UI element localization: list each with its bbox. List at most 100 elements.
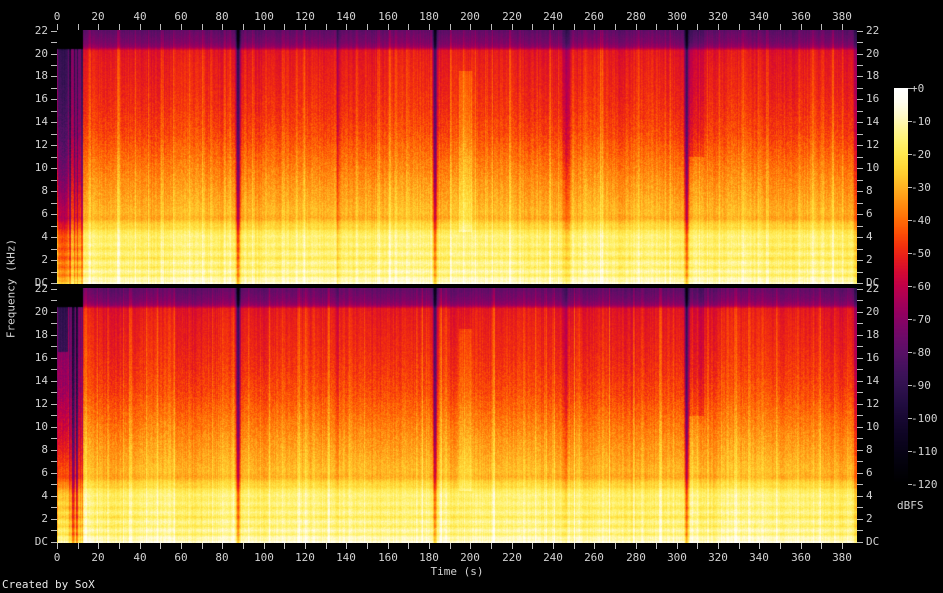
- freq-tick-left: [51, 283, 57, 284]
- freq-tick-left: [51, 145, 57, 146]
- time-tick-top: [429, 24, 430, 30]
- freq-tick-left: [51, 346, 57, 347]
- time-tick-top: [512, 24, 513, 30]
- time-tick-label: 0: [53, 551, 61, 564]
- time-tick-bottom: [78, 543, 79, 549]
- freq-tick-left: [51, 226, 57, 227]
- freq-tick-left: [51, 415, 57, 416]
- freq-tick-label: 12: [34, 397, 48, 410]
- freq-tick-label: 14: [866, 374, 880, 387]
- freq-tick-right: [857, 99, 863, 100]
- time-tick-top: [243, 24, 244, 30]
- legend-tick: [908, 484, 912, 485]
- time-tick-label: 100: [254, 551, 274, 564]
- time-axis-title: Time (s): [430, 565, 484, 578]
- freq-tick-left: [51, 484, 57, 485]
- time-tick-label: 340: [749, 551, 769, 564]
- freq-tick-label: 22: [866, 24, 880, 37]
- time-tick-bottom: [429, 543, 430, 549]
- freq-tick-label: 4: [866, 230, 873, 243]
- time-tick-label: 60: [174, 10, 188, 23]
- freq-tick-left: [51, 450, 57, 451]
- freq-tick-left: [51, 381, 57, 382]
- time-tick-bottom: [222, 543, 223, 549]
- freq-tick-label: 12: [866, 397, 880, 410]
- legend-tick: [908, 385, 912, 386]
- freq-tick-left: [51, 369, 57, 370]
- legend-tick-label: -70: [911, 313, 931, 326]
- freq-tick-right: [857, 111, 863, 112]
- time-tick-top: [553, 24, 554, 30]
- time-tick-bottom: [780, 543, 781, 549]
- time-tick-bottom: [243, 543, 244, 549]
- freq-tick-label: 20: [866, 305, 880, 318]
- freq-tick-label: 6: [866, 207, 873, 220]
- freq-tick-label: 20: [34, 47, 48, 60]
- freq-tick-right: [857, 122, 863, 123]
- freq-tick-left: [51, 542, 57, 543]
- freq-tick-left: [51, 54, 57, 55]
- time-tick-label: 160: [378, 10, 398, 23]
- legend-tick-label: -10: [911, 115, 931, 128]
- freq-tick-right: [857, 542, 863, 543]
- time-tick-label: 300: [667, 10, 687, 23]
- time-tick-top: [450, 24, 451, 30]
- freq-tick-label: 10: [866, 161, 880, 174]
- legend-tick-label: -80: [911, 346, 931, 359]
- freq-tick-label: DC: [34, 535, 48, 548]
- legend-tick-label: -60: [911, 280, 931, 293]
- time-tick-label: 240: [543, 10, 563, 23]
- freq-tick-right: [857, 134, 863, 135]
- time-tick-bottom: [801, 543, 802, 549]
- freq-tick-left: [51, 461, 57, 462]
- time-tick-top: [367, 24, 368, 30]
- freq-tick-left: [51, 88, 57, 89]
- freq-tick-left: [51, 99, 57, 100]
- time-tick-label: 280: [626, 10, 646, 23]
- legend-tick: [908, 352, 912, 353]
- freq-tick-left: [51, 289, 57, 290]
- time-tick-top: [160, 24, 161, 30]
- freq-tick-label: 4: [41, 230, 48, 243]
- freq-tick-left: [51, 323, 57, 324]
- freq-tick-left: [51, 300, 57, 301]
- freq-tick-right: [857, 427, 863, 428]
- time-tick-label: 20: [91, 551, 105, 564]
- freq-tick-left: [51, 157, 57, 158]
- time-tick-label: 60: [174, 551, 188, 564]
- time-tick-label: 40: [133, 10, 147, 23]
- time-tick-label: 180: [419, 10, 439, 23]
- time-tick-label: 220: [502, 551, 522, 564]
- time-tick-label: 40: [133, 551, 147, 564]
- freq-tick-right: [857, 42, 863, 43]
- time-tick-top: [656, 24, 657, 30]
- time-tick-top: [388, 24, 389, 30]
- time-tick-bottom: [408, 543, 409, 549]
- time-tick-label: 120: [295, 10, 315, 23]
- legend-tick-label: -40: [911, 214, 931, 227]
- freq-tick-label: DC: [866, 276, 880, 289]
- time-tick-label: 260: [584, 551, 604, 564]
- freq-tick-right: [857, 404, 863, 405]
- legend-tick: [908, 286, 912, 287]
- time-tick-bottom: [57, 543, 58, 549]
- freq-tick-left: [51, 427, 57, 428]
- freq-tick-left: [51, 473, 57, 474]
- freq-tick-right: [857, 203, 863, 204]
- time-tick-top: [718, 24, 719, 30]
- freq-tick-right: [857, 145, 863, 146]
- freq-tick-right: [857, 415, 863, 416]
- freq-tick-right: [857, 473, 863, 474]
- time-tick-bottom: [615, 543, 616, 549]
- freq-tick-right: [857, 335, 863, 336]
- legend-tick-label: -90: [911, 379, 931, 392]
- time-tick-label: 240: [543, 551, 563, 564]
- time-tick-label: 80: [215, 10, 229, 23]
- time-tick-top: [594, 24, 595, 30]
- time-tick-bottom: [119, 543, 120, 549]
- freq-tick-right: [857, 65, 863, 66]
- legend-tick: [908, 418, 912, 419]
- freq-tick-right: [857, 438, 863, 439]
- freq-tick-label: 16: [866, 92, 880, 105]
- freq-tick-left: [51, 31, 57, 32]
